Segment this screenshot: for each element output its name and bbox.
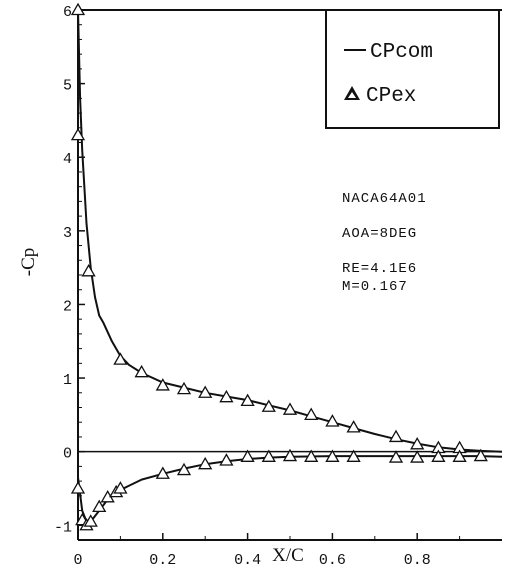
x-tick-label: 0.4 (234, 552, 261, 569)
cpex-marker (388, 429, 404, 443)
cpex-marker (452, 449, 467, 462)
cpex-marker (240, 393, 255, 407)
cpex-marker (240, 449, 255, 462)
annotation-airfoil: NACA64A01 (342, 191, 427, 207)
cpex-marker (155, 378, 170, 391)
x-tick-label: 0.2 (149, 552, 176, 569)
cpex-marker (261, 449, 276, 462)
x-tick-label: 0.8 (404, 552, 431, 569)
cpex-marker (410, 450, 425, 463)
cpex-marker (134, 364, 149, 378)
cpex-marker (325, 414, 340, 427)
cpex-marker (304, 407, 319, 421)
cpex-marker (346, 449, 361, 462)
legend-box (325, 9, 500, 129)
cpex-marker (473, 448, 488, 462)
cpex-marker (219, 453, 234, 466)
cpex-marker (92, 499, 107, 513)
cpex-marker (346, 420, 361, 433)
cpex-marker (304, 449, 319, 462)
y-tick-label: 5 (63, 78, 72, 95)
cpex-marker (198, 456, 213, 470)
cpex-marker (81, 264, 96, 277)
cpex-marker (70, 127, 86, 141)
cpex-marker (70, 2, 86, 16)
x-tick-label: 0.6 (319, 552, 346, 569)
series-cpex (70, 2, 488, 531)
y-axis-ticks: 6 5 4 3 2 1 0 -1 (54, 4, 85, 536)
y-tick-label: 4 (63, 151, 72, 168)
annotation-aoa: AOA=8DEG (342, 226, 417, 242)
legend-triangle-swatch (344, 86, 360, 100)
cpex-marker (261, 399, 276, 412)
cpex-marker (155, 466, 170, 479)
cpex-marker (176, 462, 192, 476)
cpcom-curve-lower (77, 455, 503, 523)
cpex-marker (325, 449, 340, 462)
y-tick-label: 1 (63, 372, 72, 389)
cpex-marker (113, 481, 128, 494)
legend-label-cpcom: CPcom (370, 41, 433, 64)
y-tick-label: 2 (63, 298, 72, 315)
cpex-marker (70, 481, 86, 494)
cpex-marker (113, 352, 128, 365)
legend-label-cpex: CPex (366, 85, 416, 108)
cpex-marker (176, 381, 192, 395)
y-tick-label: 0 (63, 446, 72, 463)
annotation-reynolds: RE=4.1E6 (342, 261, 417, 277)
cpex-marker (219, 389, 234, 403)
cpex-marker (282, 402, 298, 415)
cpex-marker (282, 448, 298, 462)
x-axis-title: X/C (272, 545, 304, 566)
cpex-marker (198, 385, 213, 398)
legend: CPcom CPex (325, 9, 500, 129)
cpex-marker (83, 514, 98, 527)
cpex-marker (388, 450, 404, 463)
annotation-mach: M=0.167 (342, 279, 408, 295)
y-axis-title: -Cp (18, 248, 39, 277)
cpex-marker (410, 436, 425, 450)
y-tick-label: 3 (63, 225, 72, 242)
cpex-marker (431, 449, 446, 462)
y-tick-label: -1 (54, 519, 72, 536)
x-tick-label: 0 (73, 552, 82, 569)
x-axis-ticks: 0 0.2 0.4 0.6 0.8 (73, 533, 461, 569)
test-conditions: NACA64A01 AOA=8DEG RE=4.1E6 M=0.167 (342, 191, 427, 295)
y-tick-label: 6 (63, 4, 72, 21)
